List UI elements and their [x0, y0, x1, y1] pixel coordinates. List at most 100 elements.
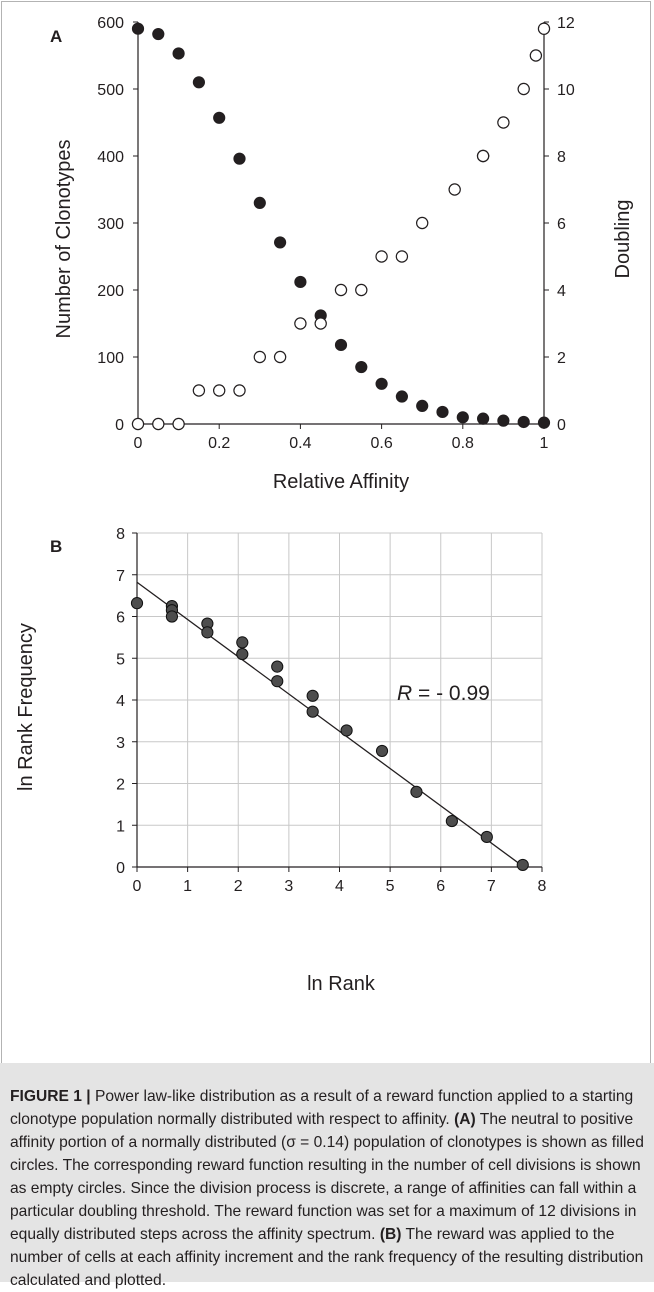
chart-a-y-tick-label: 300 — [97, 216, 124, 233]
clonotype-count-point — [294, 275, 307, 289]
caption-a-label: (A) — [454, 1111, 476, 1128]
clonotype-count-point — [497, 414, 510, 427]
doubling-point — [375, 250, 388, 263]
caption-intro: Power law-like distribution as a result … — [10, 1088, 634, 1128]
chart-b-x-tick-label: 2 — [234, 878, 243, 895]
chart-b-y-tick-label: 8 — [116, 526, 125, 543]
caption-a-text: The neutral to positive affinity portion… — [10, 1111, 644, 1243]
clonotype-count-point — [152, 27, 165, 41]
chart-b-x-tick-label: 4 — [335, 878, 344, 895]
doubling-point — [212, 384, 226, 397]
chart-a-y2-tick-label: 8 — [557, 149, 566, 166]
clonotype-count-point — [355, 360, 368, 374]
rank-frequency-point — [201, 626, 214, 639]
chart-a-x-tick-label: 0 — [134, 435, 143, 452]
doubling-point — [395, 250, 409, 263]
chart-b-marks — [130, 597, 529, 872]
chart-b-x-tick-label: 1 — [183, 878, 192, 895]
rank-frequency-point — [236, 647, 249, 661]
chart-a-y-tick-label: 200 — [97, 283, 124, 300]
clonotype-count-point — [192, 76, 205, 89]
clonotype-count-point — [456, 411, 469, 424]
chart-b-y-tick-label: 6 — [116, 610, 125, 627]
chart-b-x-axis-label: ln Rank — [307, 973, 376, 995]
chart-a-marks — [131, 22, 551, 431]
rank-frequency-point — [306, 689, 319, 702]
rank-frequency-point — [165, 610, 179, 623]
rank-frequency-point — [445, 814, 458, 828]
chart-a-y-tick-label: 500 — [97, 82, 124, 99]
chart-a-y2-tick-label: 10 — [557, 82, 575, 99]
rank-frequency-point — [480, 830, 493, 844]
clonotype-count-point — [375, 377, 388, 390]
doubling-point — [537, 22, 551, 35]
chart-b-y-tick-label: 1 — [116, 818, 125, 835]
rank-frequency-point — [271, 675, 284, 688]
regression-line — [136, 581, 524, 867]
doubling-point — [448, 183, 461, 196]
chart-a-y-tick-label: 400 — [97, 149, 124, 166]
chart-b-y-tick-label: 0 — [116, 860, 125, 877]
clonotype-count-point — [131, 22, 145, 35]
clonotype-count-point — [233, 152, 246, 165]
chart-a-y-tick-label: 0 — [115, 417, 124, 434]
doubling-point — [131, 417, 145, 431]
caption-b-label: (B) — [379, 1226, 402, 1243]
panel-b-letter: B — [50, 537, 62, 556]
figure-caption: FIGURE 1 | Power law-like distribution a… — [10, 1085, 646, 1292]
chart-a-x-tick-label: 0.4 — [289, 435, 311, 452]
rank-frequency-point — [130, 597, 144, 610]
chart-b-x-tick-label: 0 — [133, 878, 142, 895]
chart-b-trendline — [136, 581, 524, 867]
chart-b-y-tick-label: 7 — [116, 568, 125, 585]
panel-a-letter: A — [50, 27, 62, 46]
doubling-point — [517, 82, 530, 96]
caption-figure-label: FIGURE 1 | — [10, 1088, 91, 1105]
chart-b-grid — [137, 532, 543, 867]
chart-panel-b: B 0 1 2 3 4 5 6 7 8 0 1 2 3 4 5 6 7 8 R = - 0.99 ln Rank … — [15, 526, 547, 995]
clonotype-count-point — [517, 415, 530, 429]
clonotype-count-point — [537, 416, 551, 429]
doubling-point — [294, 317, 307, 330]
chart-a-y2-tick-label: 12 — [557, 15, 575, 32]
clonotype-count-point — [395, 390, 408, 403]
doubling-point — [334, 283, 348, 297]
doubling-point — [253, 350, 266, 364]
rank-frequency-point — [236, 636, 249, 649]
doubling-point — [529, 49, 543, 62]
rank-frequency-point — [306, 705, 319, 718]
caption-box — [0, 1063, 654, 1282]
doubling-point — [192, 384, 206, 397]
chart-b-y-tick-label: 5 — [116, 651, 125, 668]
clonotype-count-point — [416, 399, 429, 413]
chart-b-x-tick-label: 5 — [386, 878, 395, 895]
doubling-point — [355, 283, 368, 297]
rank-frequency-point — [271, 660, 284, 673]
chart-b-y-tick-label: 2 — [116, 777, 125, 794]
clonotype-count-point — [172, 47, 185, 60]
annotation-r-symbol: R — [397, 682, 412, 705]
rank-frequency-point — [410, 785, 423, 798]
clonotype-count-point — [477, 412, 490, 425]
doubling-point — [476, 149, 490, 163]
doubling-point — [416, 216, 429, 230]
rank-frequency-point — [516, 858, 529, 872]
chart-b-annotation: R = - 0.99 — [397, 682, 490, 705]
chart-b-y-axis-label: ln Rank Frequency — [15, 623, 37, 791]
chart-a-x-tick-label: 0.8 — [452, 435, 474, 452]
doubling-point — [314, 317, 327, 330]
doubling-point — [273, 350, 287, 364]
annotation-r-value: = - 0.99 — [412, 682, 490, 705]
rank-frequency-point — [340, 724, 353, 737]
clonotype-count-point — [436, 405, 449, 419]
doubling-point — [497, 116, 510, 129]
clonotype-count-point — [253, 196, 266, 209]
clonotype-count-point — [213, 111, 226, 124]
chart-a-y-tick-label: 600 — [97, 15, 124, 32]
rank-frequency-point — [375, 744, 389, 758]
chart-a-x-tick-label: 0.6 — [370, 435, 392, 452]
chart-b-y-tick-label: 3 — [116, 735, 125, 752]
chart-a-y-axis-label: Number of Clonotypes — [53, 140, 75, 339]
chart-a-y2-axis-label: Doubling — [612, 200, 634, 279]
clonotype-count-point — [274, 236, 287, 249]
